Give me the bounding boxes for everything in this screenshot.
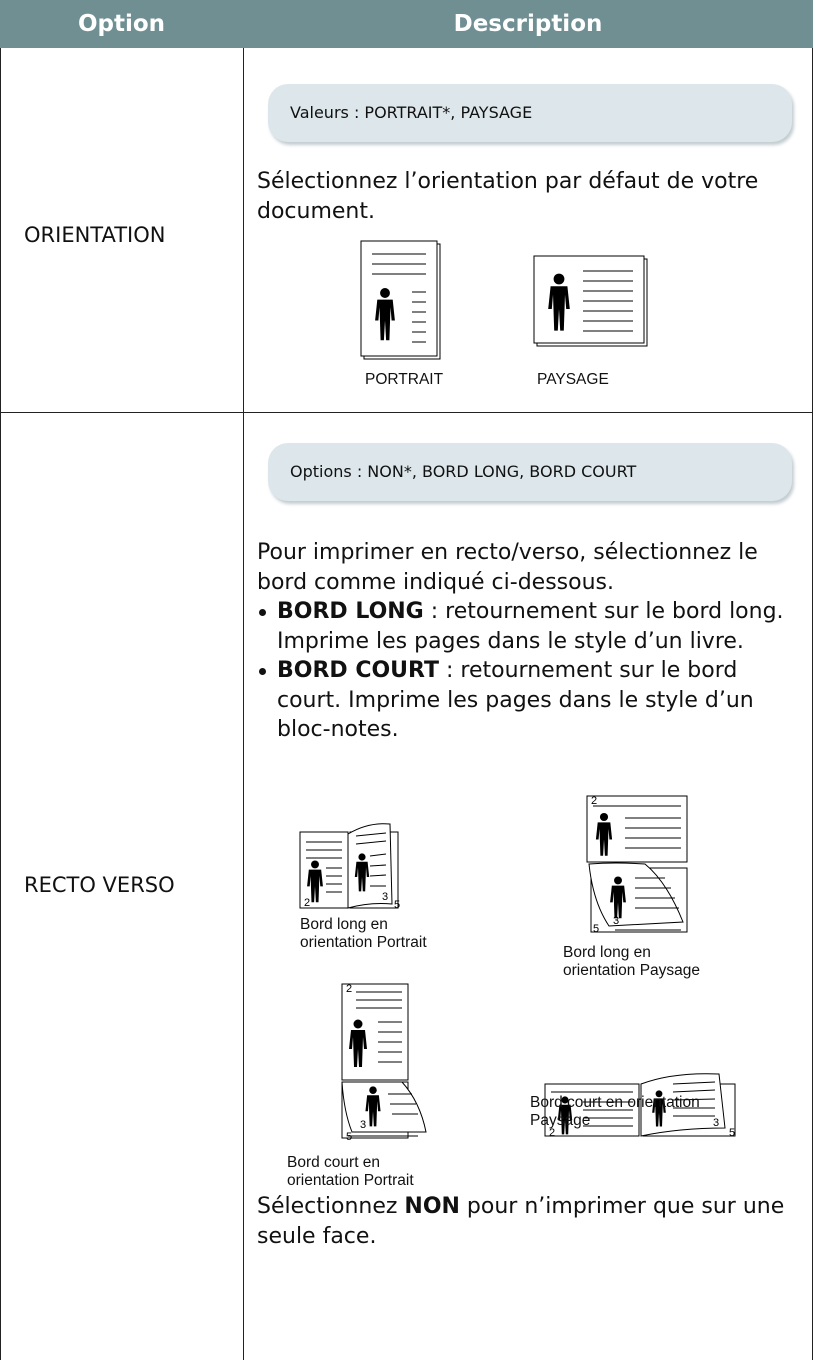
bold-term: NON <box>404 1194 460 1219</box>
portrait-icon <box>360 240 441 360</box>
landscape-icon <box>533 255 648 347</box>
border <box>0 48 1 1360</box>
header-cell: Option <box>77 11 166 37</box>
bold-term: BORD LONG <box>277 599 424 624</box>
bullet-text: : retournement sur le bord long. Imprime… <box>277 599 784 654</box>
caption: Bord court en orientation Paysage <box>530 1094 700 1129</box>
long-landscape-icon: 2 3 5 <box>586 795 688 935</box>
option-name: ORIENTATION <box>24 223 166 247</box>
header-row <box>0 0 813 48</box>
page-number: 5 <box>593 923 599 935</box>
page-number: 2 <box>549 1127 555 1139</box>
intro: Pour imprimer en recto/verso, sélectionn… <box>257 540 758 595</box>
note: Sélectionnez NON pour n’imprimer que sur… <box>257 1192 802 1251</box>
page-number: 2 <box>591 795 597 807</box>
caption: PAYSAGE <box>537 371 609 388</box>
caption: Bord long en orientation Portrait <box>300 916 427 951</box>
option-name: RECTO VERSO <box>24 873 175 897</box>
caption: PORTRAIT <box>365 371 444 388</box>
page-number: 3 <box>360 1119 366 1131</box>
note-text: Sélectionnez <box>257 1194 405 1219</box>
short-portrait-icon: 2 3 5 <box>341 983 427 1142</box>
page-number: 3 <box>382 891 388 903</box>
description: Pour imprimer en recto/verso, sélectionn… <box>257 538 802 745</box>
page-number: 3 <box>613 915 619 927</box>
border <box>812 48 813 1360</box>
header-cell: Description <box>453 11 603 37</box>
bullet-text: : retournement sur le bord court. Imprim… <box>277 658 754 742</box>
short-landscape-icon: 2 3 5 <box>544 1073 736 1139</box>
bullet: BORD LONG : retournement sur le bord lon… <box>257 597 802 656</box>
caption: Bord court en orientation Portrait <box>287 1154 414 1189</box>
row-divider <box>0 412 813 413</box>
bullet-dot <box>259 668 266 675</box>
bullet-dot <box>259 609 266 616</box>
page-number: 3 <box>713 1117 719 1129</box>
long-portrait-icon: 2 3 5 <box>299 823 400 911</box>
column-divider <box>243 48 244 1360</box>
text-lines <box>372 253 426 343</box>
page-number: 5 <box>394 899 400 911</box>
page-number: 2 <box>346 983 352 995</box>
values-box: Valeurs : PORTRAIT*, PAYSAGE <box>268 84 792 142</box>
bullet: BORD COURT : retournement sur le bord co… <box>257 656 802 745</box>
page-number: 5 <box>346 1131 352 1142</box>
page-number: 2 <box>304 897 310 909</box>
page-number: 5 <box>729 1127 735 1139</box>
note-text: pour n’imprimer que sur une seule face. <box>257 1194 785 1249</box>
page <box>360 240 438 357</box>
bold-term: BORD COURT <box>277 658 440 683</box>
caption: Bord long en orientation Paysage <box>563 944 701 979</box>
text-lines <box>583 270 633 332</box>
values-box: Options : NON*, BORD LONG, BORD COURT <box>268 443 792 501</box>
description: Sélectionnez l’orientation par défaut de… <box>257 169 759 224</box>
